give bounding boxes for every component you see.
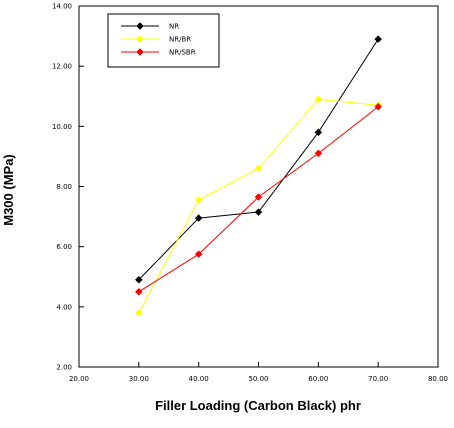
x-tick-label: 20.00 [69,375,89,383]
legend-marker-nr-br [136,35,144,43]
x-axis-title: Filler Loading (Carbon Black) phr [155,398,361,413]
data-point-nr-sbr [374,102,383,111]
series-line-nr [138,38,379,281]
data-point-nr-sbr [314,149,323,158]
series-layer [134,35,383,317]
data-point-nr [194,214,203,222]
y-tick-label: 14.00 [52,3,72,11]
data-point-nr-br [194,196,203,204]
legend-marker-nr-sbr [136,48,144,56]
x-tick-label: 30.00 [129,375,149,383]
y-tick-label: 6.00 [56,243,72,251]
legend-label-nr-sbr: NR/SBR [169,49,196,57]
x-tick-label: 80.00 [428,375,448,383]
legend: NR NR/BR NR/SBR [107,13,220,68]
y-axis-ticks: 2.00 4.00 6.00 8.00 10.00 12.00 14.00 [52,3,84,372]
data-point-nr-br [314,95,323,104]
data-point-nr-sbr [194,250,203,259]
data-point-nr [314,128,323,137]
data-point-nr [254,208,263,216]
y-tick-label: 12.00 [52,63,72,71]
x-tick-label: 50.00 [248,375,268,383]
y-axis-title: M300 (MPa) [1,154,16,226]
x-tick-label: 60.00 [308,375,328,383]
legend-box [107,13,220,68]
x-tick-label: 40.00 [189,375,209,383]
data-point-nr [134,275,143,284]
series-line-nr-br [138,98,379,314]
x-tick-label: 70.00 [368,375,388,383]
y-tick-label: 8.00 [56,183,72,191]
data-point-nr [374,35,383,43]
data-point-nr-br [254,164,263,173]
data-point-nr-sbr [254,193,263,201]
y-tick-label: 2.00 [56,364,72,372]
legend-marker-nr [136,22,144,30]
legend-label-nr-br: NR/BR [169,36,191,44]
legend-label-nr: NR [169,23,179,31]
x-axis-ticks: 20.00 30.00 40.00 50.00 60.00 70.00 80.00 [69,362,448,383]
y-tick-label: 4.00 [56,303,72,311]
y-tick-label: 10.00 [52,123,72,131]
data-point-nr-sbr [134,287,143,296]
data-point-nr-br [134,308,143,317]
